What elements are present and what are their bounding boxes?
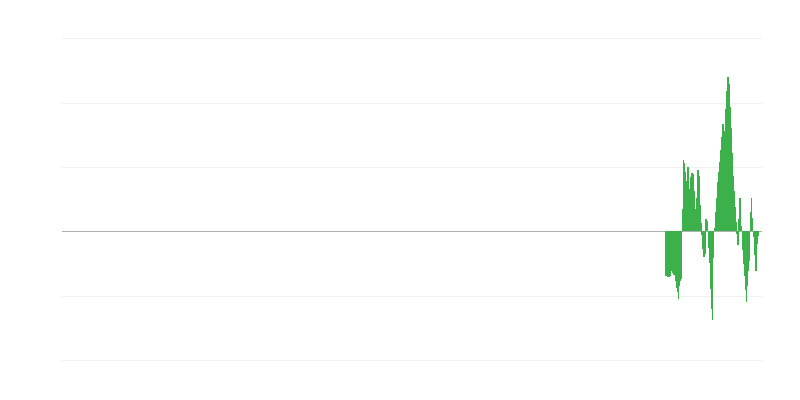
bar [673,231,676,275]
bar [708,231,711,264]
bar [739,197,742,231]
bar [674,231,677,282]
bar [670,231,673,268]
bar [715,197,718,231]
bar [707,231,710,248]
bar [687,188,690,231]
bar [755,231,758,244]
bar [741,231,744,251]
bar [689,176,692,231]
bar [727,76,729,231]
bar [746,231,749,287]
bar [666,231,668,277]
bar [749,211,752,231]
bar [711,231,714,320]
bar [731,152,733,231]
bar [680,231,683,279]
bar [703,231,705,257]
bar [734,206,736,231]
bar [720,137,723,231]
bar [728,84,730,231]
bar [743,231,746,277]
bar [705,219,708,231]
bar [675,231,678,288]
bar [692,174,694,231]
bar [722,146,725,231]
bar [684,171,687,231]
bar [706,220,709,231]
bar [697,169,699,231]
bar [671,231,674,271]
bar [719,149,722,231]
bar [729,107,731,231]
bar [691,173,693,231]
bar [704,231,707,255]
bar [730,128,732,231]
bar [669,231,671,277]
bar [676,231,679,293]
bar [693,191,695,231]
bar [718,161,721,231]
bar [709,231,712,289]
bar [710,231,713,310]
bar [726,90,728,231]
bar [750,197,753,231]
bar [744,231,747,291]
bar [740,225,743,231]
bar [678,231,681,287]
bar [716,182,719,231]
bar [682,160,685,231]
bar [702,231,704,249]
bar [723,130,726,231]
bar [751,218,754,231]
bar [665,231,667,277]
bar [756,231,759,237]
bar [748,231,751,261]
bar [733,191,735,231]
bar [688,193,691,231]
bar [717,171,720,231]
bar [725,108,727,231]
bar [736,231,738,235]
bar [694,209,696,231]
bar [737,231,739,246]
bar [738,219,741,231]
bar [732,175,734,231]
bar [685,180,688,231]
bar [698,175,700,231]
bar [714,211,717,231]
bar [677,231,680,299]
bar [667,231,669,278]
bar [742,231,745,265]
bar [683,163,686,231]
bar [672,231,675,273]
bar [696,197,698,231]
bar [712,231,715,259]
bar [735,221,737,231]
bar [752,231,755,238]
bar [668,231,670,278]
bar [700,223,702,231]
bar [754,231,757,271]
bar [753,231,756,256]
bar [745,231,748,302]
bar [695,209,697,231]
bar [686,166,689,231]
bar [699,205,701,231]
bar [681,209,684,231]
bar [679,231,682,282]
bar [713,227,716,231]
bar [701,231,703,235]
bar [721,124,724,231]
bar [747,231,750,271]
